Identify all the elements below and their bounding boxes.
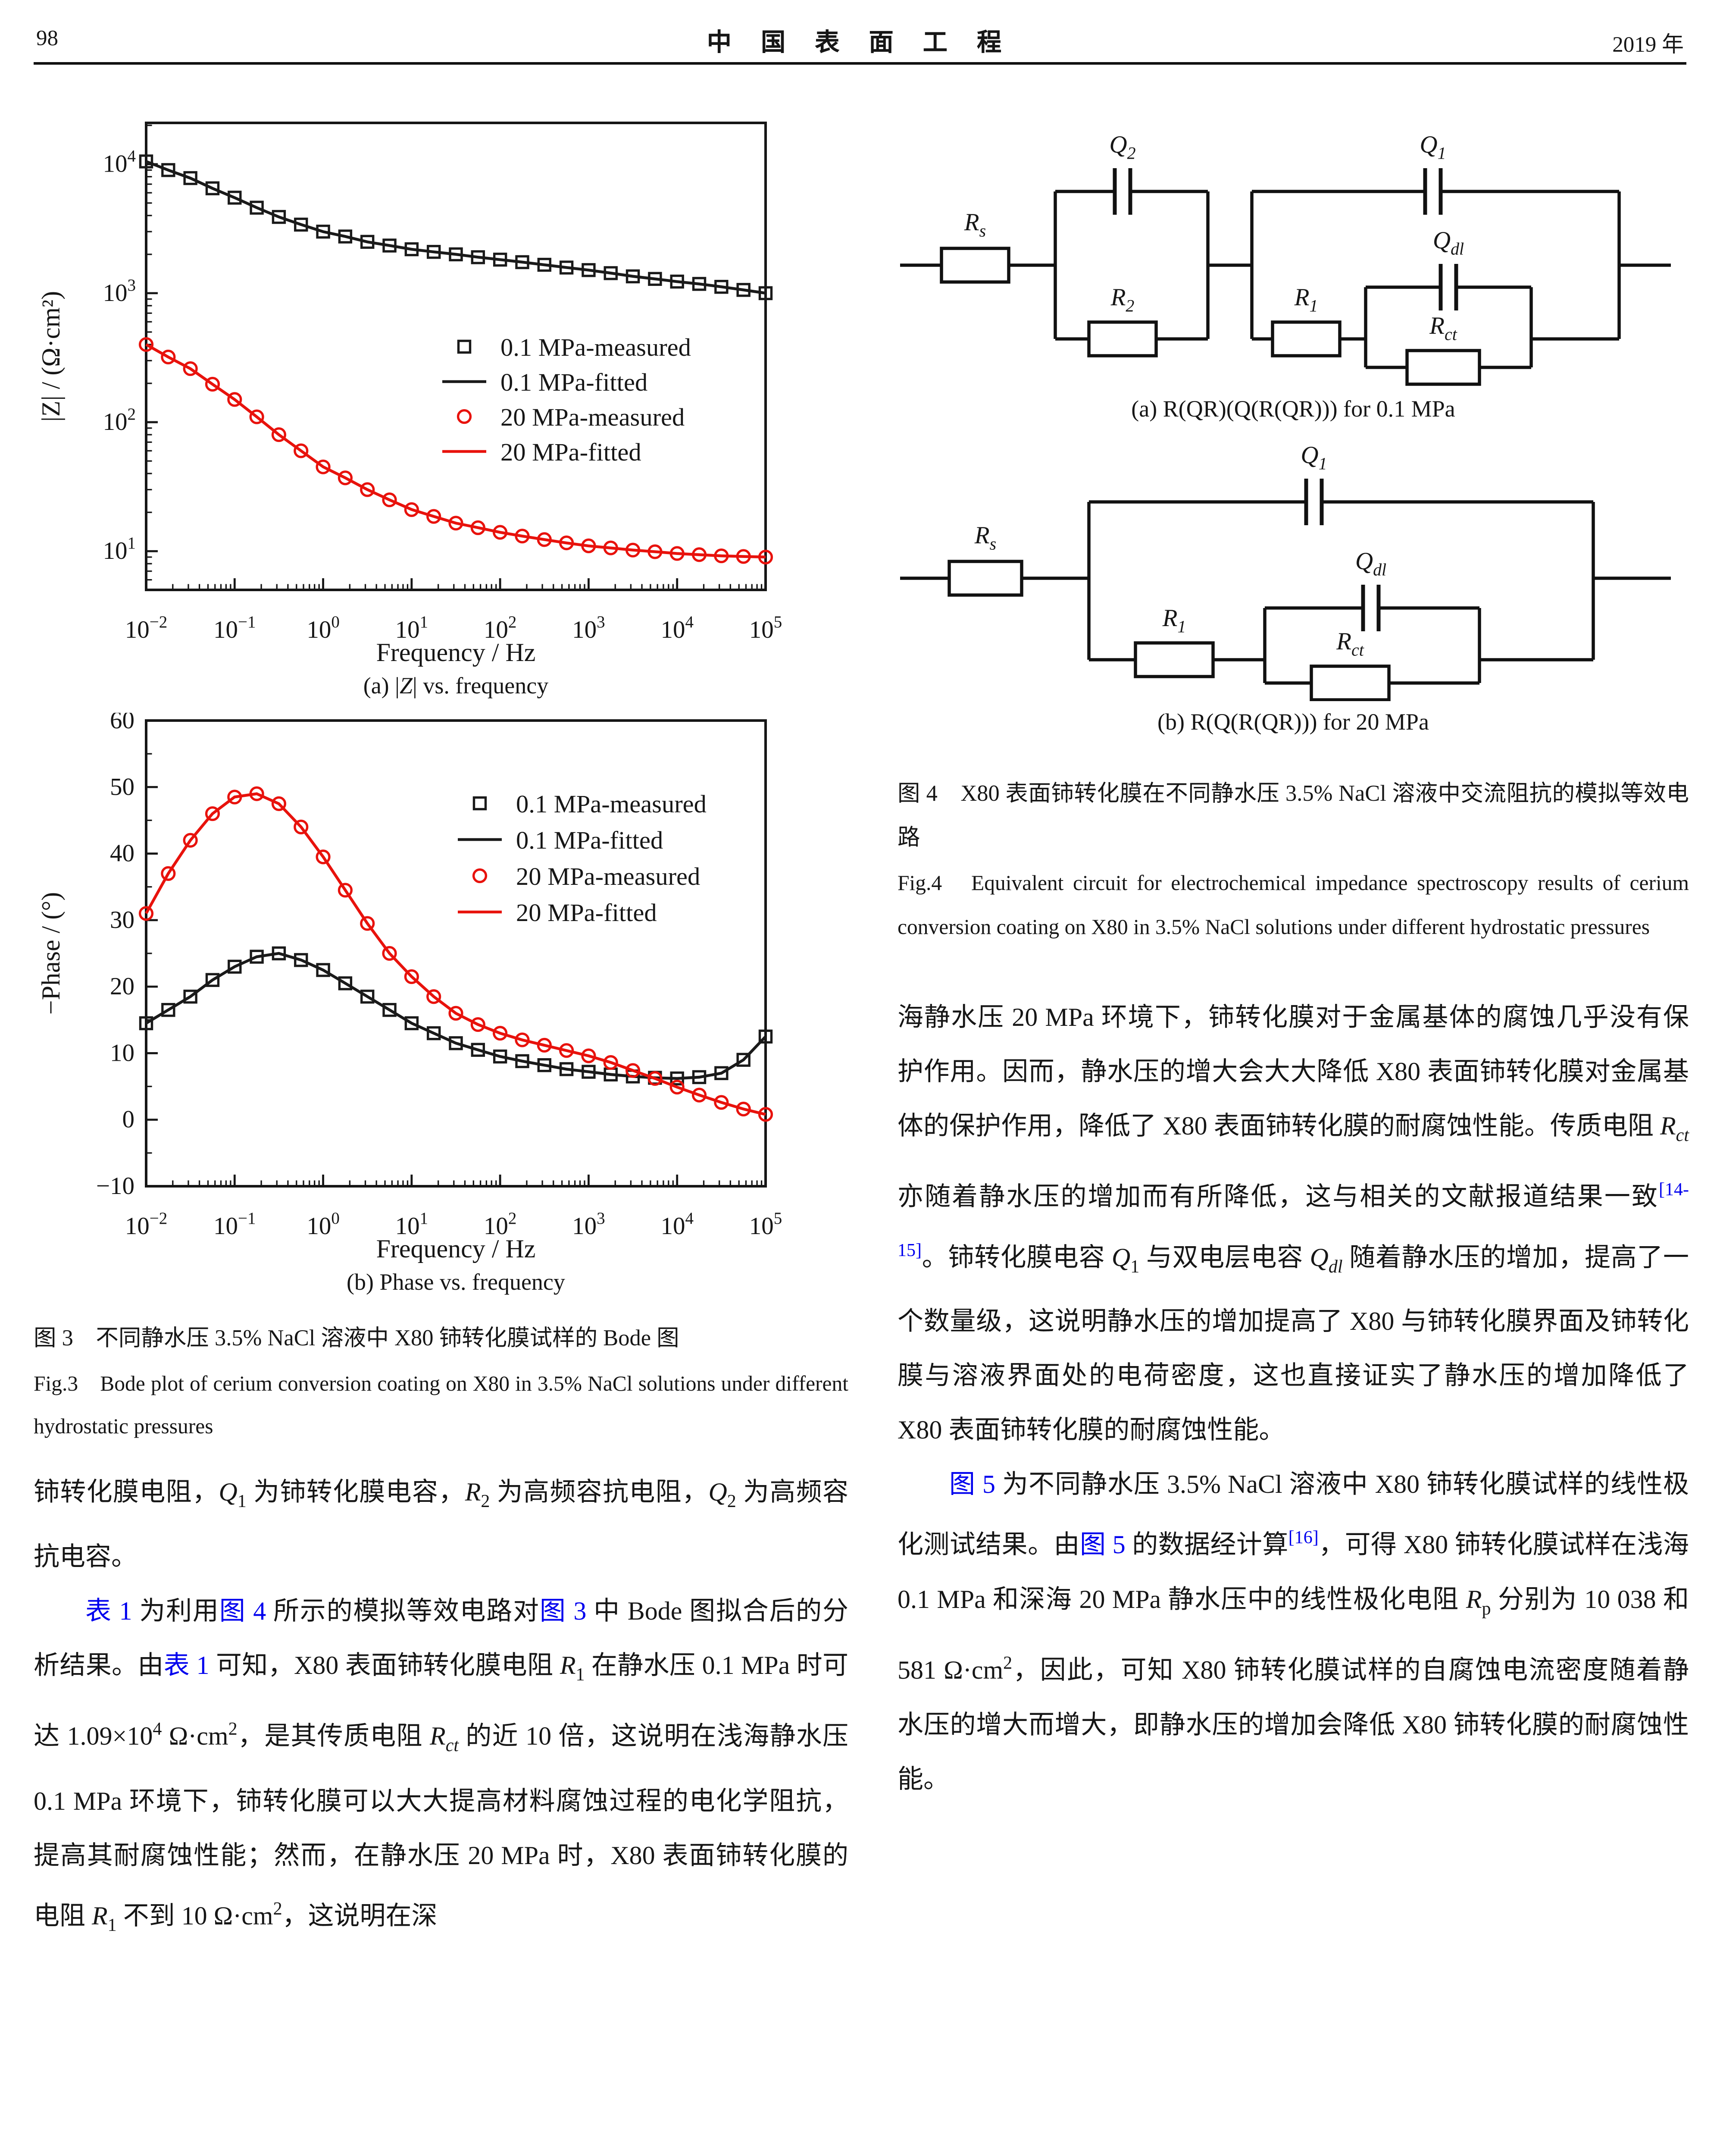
- component-label-q2: Q2: [1109, 132, 1136, 163]
- svg-text:20: 20: [110, 973, 134, 1000]
- equivalent-circuit-a: Rs Q2 R2 Q1 R1 Qdl Rct: [898, 129, 1673, 388]
- paragraph: 铈转化膜电阻，Q1 为铈转化膜电容，R2 为高频容抗电阻，Q2 为高频容抗电容。: [34, 1479, 849, 1572]
- svg-text:100: 100: [306, 613, 340, 643]
- svg-text:−10: −10: [96, 1172, 134, 1200]
- svg-text:10−2: 10−2: [125, 613, 168, 643]
- svg-text:0: 0: [122, 1106, 135, 1133]
- svg-text:20 MPa-fitted: 20 MPa-fitted: [516, 899, 657, 927]
- svg-text:103: 103: [103, 276, 136, 307]
- component-label-rs: Rs: [964, 210, 986, 241]
- component-label-q1: Q1: [1301, 442, 1327, 473]
- svg-text:20 MPa-measured: 20 MPa-measured: [500, 403, 685, 431]
- component-label-r1: R1: [1162, 605, 1186, 636]
- journal-title: 中 国 表 面 工 程: [707, 30, 1013, 57]
- fig3-caption-zh: 图 3 不同静水压 3.5% NaCl 溶液中 X80 铈转化膜试样的 Bode…: [34, 1325, 679, 1351]
- svg-text:102: 102: [484, 1209, 517, 1240]
- component-label-qdl: Qdl: [1432, 228, 1464, 259]
- svg-text:20 MPa-fitted: 20 MPa-fitted: [500, 438, 641, 466]
- svg-text:Frequency / Hz: Frequency / Hz: [376, 1235, 536, 1263]
- svg-text:Frequency / Hz: Frequency / Hz: [376, 638, 536, 667]
- svg-text:104: 104: [660, 1209, 694, 1240]
- page-number: 98: [36, 26, 58, 50]
- right-body-text: 海静水压 20 MPa 环境下，铈转化膜对于金属基体的腐蚀几乎没有保护作用。因而…: [898, 991, 1689, 1807]
- left-column: 10−2 10−1 100 101 102 103 104 105 101 102 103 104 0.…: [34, 78, 848, 1954]
- svg-text:|Z| / (Ω·cm²): |Z| / (Ω·cm²): [37, 291, 65, 422]
- fig3-caption-en: Fig.3 Bode plot of cerium conversion coa…: [34, 1371, 848, 1438]
- svg-text:20 MPa-measured: 20 MPa-measured: [516, 862, 700, 890]
- component-label-qdl: Qdl: [1355, 548, 1387, 580]
- circuit-a-caption: (a) R(QR)(Q(R(QR))) for 0.1 MPa: [1131, 396, 1455, 422]
- subcaption-b: (b) Phase vs. frequency: [347, 1269, 565, 1295]
- svg-text:105: 105: [749, 613, 782, 643]
- component-label-rct: Rct: [1429, 313, 1457, 344]
- svg-text:10: 10: [110, 1039, 134, 1066]
- svg-text:50: 50: [110, 773, 134, 800]
- svg-text:30: 30: [110, 906, 134, 934]
- svg-text:10−1: 10−1: [213, 1209, 256, 1240]
- bode-phase-chart: 10−2 10−1 100 101 102 103 104 105−1001020304050…: [37, 713, 782, 1263]
- svg-text:104: 104: [103, 147, 136, 178]
- paragraph: 海静水压 20 MPa 环境下，铈转化膜对于金属基体的腐蚀几乎没有保护作用。因而…: [898, 1004, 1689, 1445]
- subcaption-a: (a) |Z| vs. frequency: [363, 673, 549, 699]
- fig4-caption-en: Fig.4 Equivalent circuit for electrochem…: [898, 871, 1689, 939]
- component-label-rct: Rct: [1336, 629, 1364, 660]
- left-body-text: 铈转化膜电阻，Q1 为铈转化膜电容，R2 为高频容抗电阻，Q2 为高频容抗电容。…: [34, 1466, 848, 1954]
- paragraph: 图 5 为不同静水压 3.5% NaCl 溶液中 X80 铈转化膜试样的线性极化…: [898, 1471, 1689, 1794]
- circuit-b-diagram: [900, 479, 1671, 702]
- fig4-caption-zh: 图 4 X80 表面铈转化膜在不同静水压 3.5% NaCl 溶液中交流阻抗的模…: [898, 780, 1689, 850]
- svg-text:10−2: 10−2: [125, 1209, 168, 1240]
- component-label-q1: Q1: [1420, 132, 1446, 163]
- svg-text:100: 100: [306, 1209, 340, 1240]
- svg-text:104: 104: [660, 613, 694, 643]
- svg-text:0.1 MPa-fitted: 0.1 MPa-fitted: [516, 826, 663, 854]
- header-rule: [34, 62, 1686, 65]
- svg-text:40: 40: [110, 840, 134, 867]
- paragraph: 表 1 为利用图 4 所示的模拟等效电路对图 3 中 Bode 图拟合后的分析结…: [34, 1598, 849, 1936]
- right-column: Rs Q2 R2 Q1 R1 Qdl Rct (a) R(QR)(Q(R(QR)…: [898, 78, 1689, 1807]
- circuit-a-diagram: [900, 168, 1671, 386]
- svg-text:101: 101: [103, 534, 136, 564]
- svg-text:102: 102: [103, 405, 136, 436]
- year-label: 2019 年: [1612, 32, 1684, 57]
- svg-text:105: 105: [749, 1209, 782, 1240]
- svg-text:60: 60: [110, 713, 134, 734]
- bode-magnitude-chart: 10−2 10−1 100 101 102 103 104 1051011021031040.…: [37, 122, 782, 667]
- svg-text:0.1 MPa-measured: 0.1 MPa-measured: [500, 333, 691, 361]
- svg-text:103: 103: [572, 613, 605, 643]
- svg-text:10−1: 10−1: [213, 613, 256, 643]
- svg-text:0.1 MPa-fitted: 0.1 MPa-fitted: [500, 368, 647, 396]
- svg-text:0.1 MPa-measured: 0.1 MPa-measured: [516, 790, 707, 818]
- svg-text:−Phase / (°): −Phase / (°): [37, 892, 65, 1015]
- circuit-b-caption: (b) R(Q(R(QR))) for 20 MPa: [1157, 709, 1429, 735]
- component-label-r1: R1: [1294, 285, 1318, 316]
- equivalent-circuit-b: Rs Q1 R1 Qdl Rct: [898, 442, 1673, 702]
- component-label-rs: Rs: [974, 523, 997, 554]
- svg-text:103: 103: [572, 1209, 605, 1240]
- component-label-r2: R2: [1110, 285, 1135, 316]
